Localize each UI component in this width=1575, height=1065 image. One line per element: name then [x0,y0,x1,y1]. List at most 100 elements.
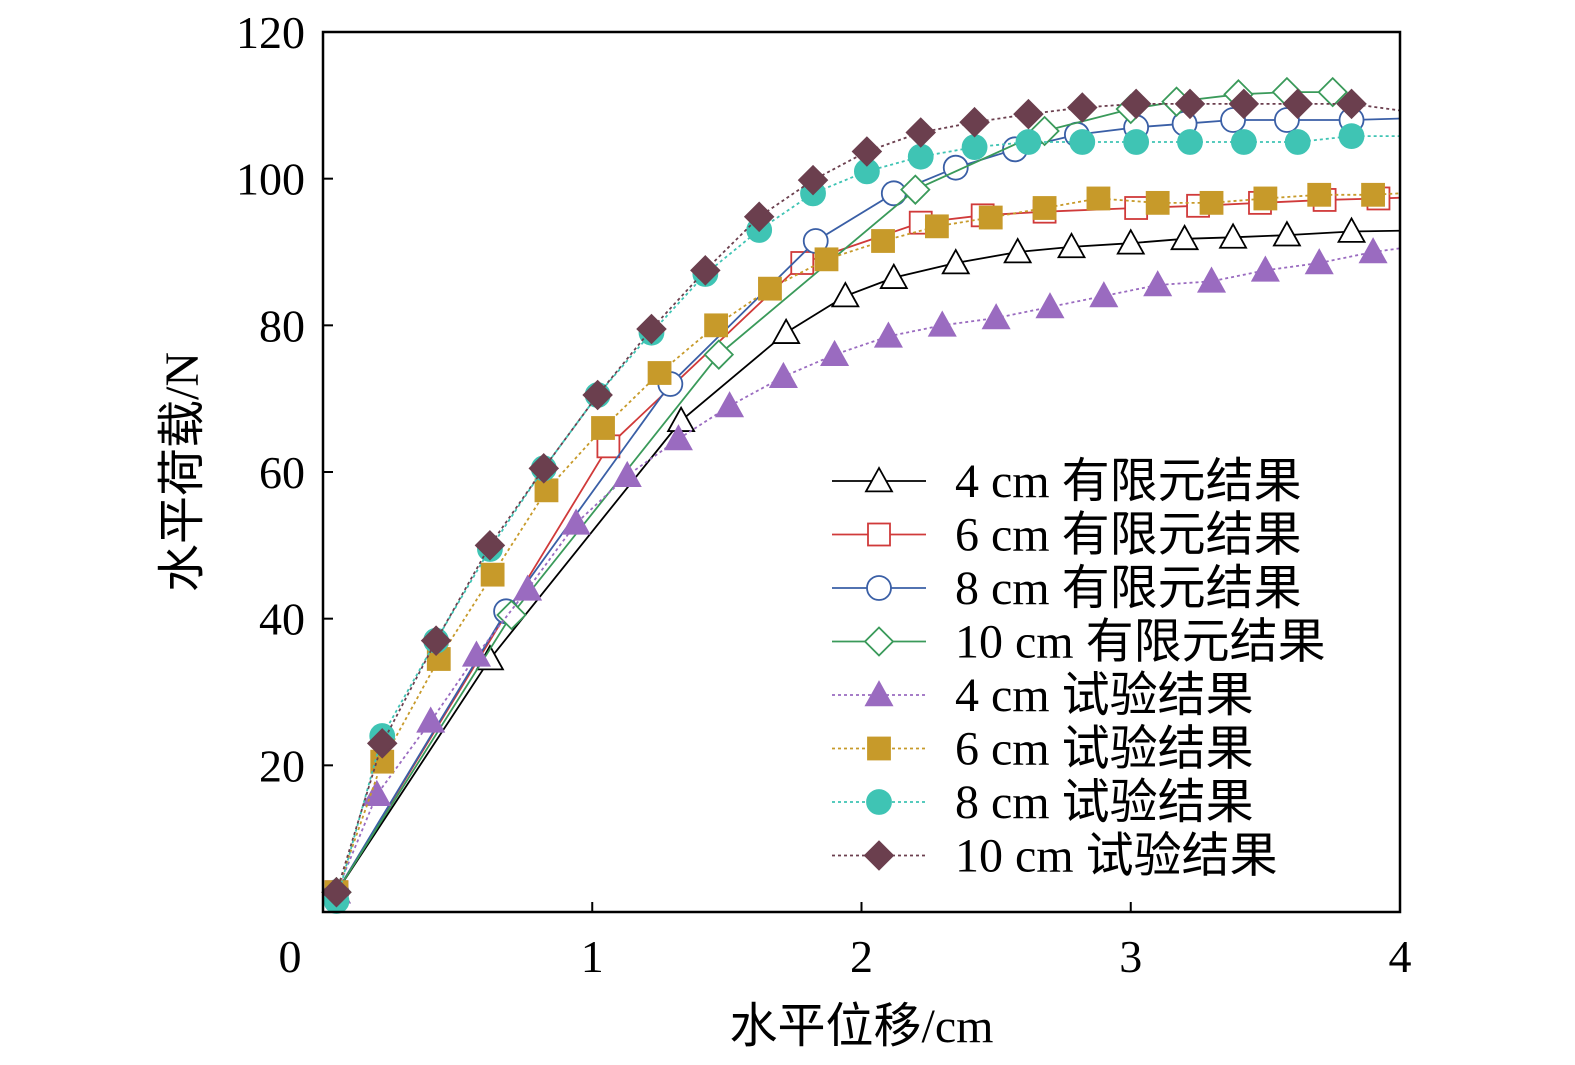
series-8 [321,88,1401,908]
data-point [1199,190,1224,215]
data-point [1143,270,1173,297]
legend-label: 10 cm 有限元结果 [955,616,1326,669]
x-tick-label: 0 [279,931,302,982]
data-point [981,303,1011,330]
data-point [743,201,775,233]
legend-marker [864,680,894,707]
data-point [663,424,693,451]
data-point [666,405,696,432]
series-line [335,192,1401,893]
data-point [1230,129,1257,155]
data-point [927,310,957,337]
legend-label: 10 cm 试验结果 [955,830,1278,883]
data-point [416,706,446,733]
data-point [703,339,735,370]
data-point [814,247,839,272]
series-line [335,135,1400,902]
legend-label: 8 cm 有限元结果 [955,562,1302,615]
data-point [907,143,934,170]
data-point [1177,129,1203,155]
data-point [1338,123,1365,150]
legend-marker [864,466,894,493]
data-point [1250,255,1280,282]
data-point [647,361,672,385]
data-point [1272,220,1302,247]
y-tick-label: 100 [236,154,305,205]
data-point [797,164,829,196]
data-point [1358,237,1388,264]
data-point [366,728,398,759]
data-point [1056,232,1087,259]
y-tick-label: 60 [259,447,305,498]
data-point [771,317,801,344]
data-point [768,361,798,388]
data-point [1282,88,1313,120]
data-point [480,562,505,587]
data-point [758,276,782,301]
series-line [335,247,1401,893]
x-tick-label: 4 [1389,931,1412,982]
data-point [612,460,642,487]
data-point [924,214,949,239]
data-point [905,117,937,148]
data-point [873,321,903,348]
series-1 [321,216,1401,904]
y-tick-label: 40 [259,594,305,645]
data-point [871,229,895,253]
legend-label: 8 cm 试验结果 [955,776,1254,829]
data-point [1145,190,1170,215]
y-axis-title: 水平荷载/N [156,352,209,592]
legend-marker [867,736,891,761]
data-point [830,281,860,308]
legend-marker [866,575,892,601]
data-point [1086,186,1111,211]
legend-label: 6 cm 试验结果 [955,723,1254,776]
data-point [1003,237,1033,264]
y-tick-label: 120 [236,7,305,58]
data-point [1304,248,1334,275]
data-point [1284,129,1311,155]
data-point [321,876,352,908]
x-tick-label: 1 [581,931,604,982]
data-point [561,508,591,535]
data-point [1228,88,1260,120]
data-point [1337,216,1367,243]
data-point [534,478,559,503]
data-point [1123,129,1150,155]
data-point [1218,222,1248,249]
data-point [461,640,492,667]
data-point [1253,186,1278,211]
legend-label: 6 cm 有限元结果 [955,509,1302,562]
data-point [474,530,506,561]
data-point [820,339,850,366]
data-point [690,255,721,286]
x-tick-label: 3 [1119,931,1142,982]
y-tick-label: 80 [259,300,305,351]
legend-marker [863,840,895,871]
data-point [1089,281,1119,308]
y-tick-label: 20 [259,740,305,791]
data-point [1307,182,1332,207]
data-point [1120,88,1152,120]
data-point [1196,266,1227,293]
data-point [1170,223,1200,251]
data-point [636,313,667,345]
data-point [1174,88,1206,120]
x-axis-title: 水平位移/cm [730,1000,994,1053]
data-point [851,136,883,167]
data-point [715,391,745,418]
legend-marker [863,626,895,657]
legend-label: 4 cm 试验结果 [955,669,1254,722]
data-point [591,416,615,440]
legend-label: 4 cm 有限元结果 [955,455,1302,508]
data-point [1032,196,1057,220]
data-point [1013,98,1044,130]
data-point [961,134,988,161]
data-point [582,379,613,411]
x-tick-label: 2 [850,931,873,982]
data-point [1015,129,1042,155]
data-point [704,313,729,338]
data-point [941,248,971,275]
legend-marker [866,789,892,815]
